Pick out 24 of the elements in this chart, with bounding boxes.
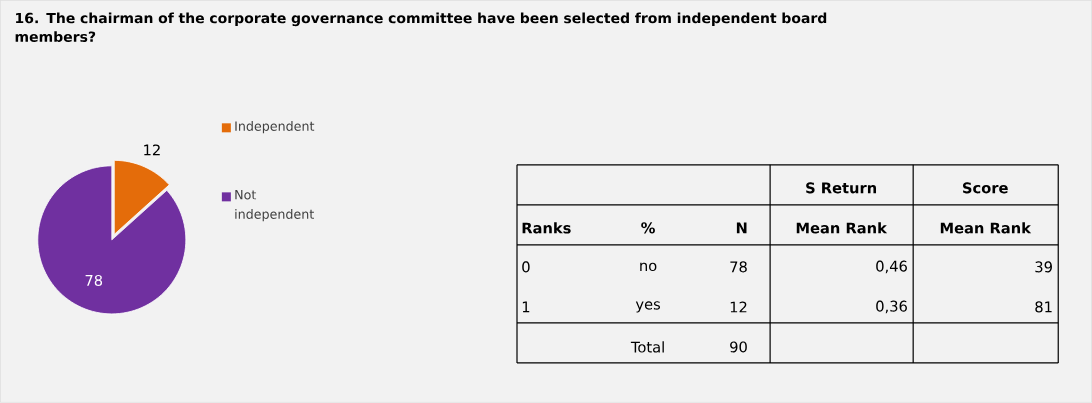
text: S Return bbox=[806, 182, 877, 194]
text: 1 bbox=[522, 301, 530, 313]
text: 0,46 bbox=[876, 260, 907, 274]
text: 39 bbox=[1035, 261, 1052, 273]
text: 0 bbox=[522, 261, 530, 273]
text: N bbox=[736, 222, 747, 234]
text: Mean Rank bbox=[796, 222, 888, 234]
text: Mean Rank bbox=[940, 222, 1032, 234]
text: 16. The chairman of the corporate governance committee have been selected from independent board members? bbox=[15, 12, 827, 43]
text: 12 bbox=[730, 301, 747, 313]
text: % bbox=[641, 222, 655, 234]
text: 78 bbox=[730, 261, 747, 273]
text: Ranks bbox=[522, 222, 571, 234]
data-label: 12 bbox=[144, 144, 160, 156]
text: 81 bbox=[1035, 301, 1052, 313]
text: 0,36 bbox=[876, 300, 907, 314]
text: Total bbox=[630, 341, 664, 353]
text: 90 bbox=[730, 341, 747, 353]
text: Score bbox=[962, 182, 1008, 194]
text: no bbox=[640, 262, 657, 272]
data-label: 78 bbox=[85, 275, 103, 287]
text: yes bbox=[635, 301, 661, 313]
legend-label: Independent bbox=[235, 121, 315, 134]
legend-label: Not independent bbox=[235, 190, 314, 222]
